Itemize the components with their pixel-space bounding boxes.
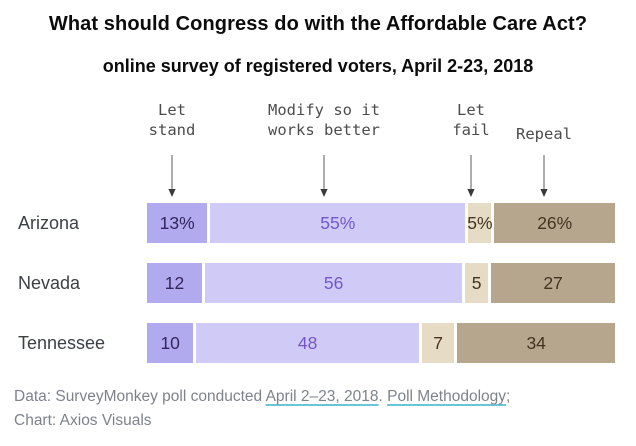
down-arrow-icon <box>166 153 178 198</box>
bar-segment-nevada-modify-so-it-works-better: 56 <box>205 263 463 303</box>
bar-segment-arizona-let-fail: 5% <box>467 203 493 243</box>
bar-segment-nevada-let-fail: 5 <box>465 263 489 303</box>
chart-rows: Arizona 13% 55% 5% 26% Nevada 12 56 5 27 Tennessee… <box>0 203 636 383</box>
bar-row-arizona: Arizona 13% 55% 5% 26% <box>0 203 636 243</box>
footer: Data: SurveyMonkey poll conducted April … <box>14 385 626 433</box>
down-arrow-icon <box>318 153 330 198</box>
column-headers: Let stand Modify so it works better Let fail R… <box>0 0 636 200</box>
bar-segment-nevada-let-stand: 12 <box>147 263 203 303</box>
column-header-let-fail: Let fail <box>452 101 490 139</box>
column-header-let-stand: Let stand <box>148 101 196 139</box>
bar-row-tennessee: Tennessee 10 48 7 34 <box>0 323 636 363</box>
date-range-link[interactable]: April 2–23, 2018 <box>265 388 379 405</box>
down-arrow-icon <box>538 153 550 198</box>
bar-segment-tennessee-repeal: 34 <box>457 323 615 363</box>
bar-segment-arizona-repeal: 26% <box>494 203 615 243</box>
poll-methodology-link[interactable]: Poll Methodology <box>387 388 507 405</box>
down-arrow-icon <box>465 153 477 198</box>
bar-track-nevada: 12 56 5 27 <box>147 263 616 303</box>
footer-separator-text: . <box>378 388 388 405</box>
bar-segment-arizona-let-stand: 13% <box>147 203 208 243</box>
bar-track-tennessee: 10 48 7 34 <box>147 323 615 363</box>
column-header-repeal: Repeal <box>516 125 572 143</box>
bar-segment-arizona-modify-so-it-works-better: 55% <box>210 203 466 243</box>
chart-title: What should Congress do with the Afforda… <box>48 13 588 35</box>
bar-segment-tennessee-let-stand: 10 <box>147 323 194 363</box>
footer-credit-text: Chart: Axios Visuals <box>14 412 152 429</box>
column-header-modify-so-it-works-better: Modify so it works better <box>268 101 380 139</box>
chart-subtitle: online survey of registered voters, Apri… <box>102 56 534 76</box>
footer-source-text: Data: SurveyMonkey poll conducted <box>14 388 266 405</box>
bar-track-arizona: 13% 55% 5% 26% <box>147 203 615 243</box>
footer-suffix-text: ; <box>506 388 511 405</box>
row-label-nevada: Nevada <box>18 272 81 293</box>
bar-row-nevada: Nevada 12 56 5 27 <box>0 263 636 303</box>
footer-line1: Data: SurveyMonkey poll conducted April … <box>14 385 626 409</box>
row-label-tennessee: Tennessee <box>18 332 106 353</box>
bar-segment-tennessee-let-fail: 7 <box>421 323 455 363</box>
bar-segment-tennessee-modify-so-it-works-better: 48 <box>196 323 419 363</box>
row-label-arizona: Arizona <box>18 212 80 233</box>
bar-segment-nevada-repeal: 27 <box>491 263 616 303</box>
